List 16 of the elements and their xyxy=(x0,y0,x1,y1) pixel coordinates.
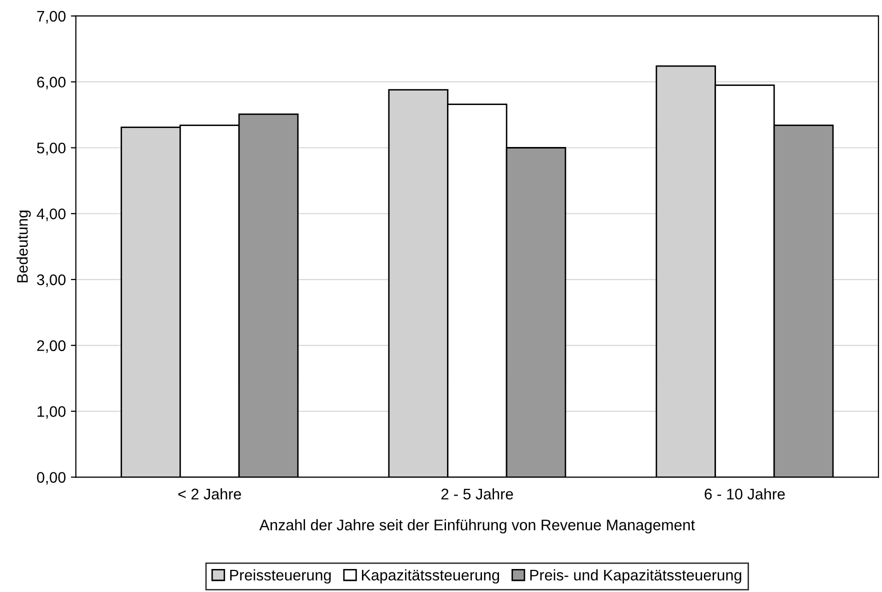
y-tick-label: 2,00 xyxy=(37,340,66,353)
x-tick-label: < 2 Jahre xyxy=(178,488,242,500)
legend-label: Preissteuerung xyxy=(230,569,331,584)
legend-label: Preis- und Kapazitätssteuerung xyxy=(530,569,742,584)
legend-label: Kapazitätssteuerung xyxy=(362,569,500,584)
y-tick-label: 1,00 xyxy=(38,406,66,419)
y-tick-label: 4,00 xyxy=(36,208,66,222)
y-tick-label: 0,00 xyxy=(36,472,66,485)
y-tick-label: 7,00 xyxy=(37,10,66,24)
y-tick-label: 6,00 xyxy=(37,76,66,90)
x-tick-label: 6 - 10 Jahre xyxy=(704,488,785,500)
y-tick-label: 5,00 xyxy=(37,142,66,156)
x-tick-label: 2 - 5 Jahre xyxy=(441,488,513,500)
x-axis-title: Anzahl der Jahre seit der Einführung von Revenue Management xyxy=(259,519,695,534)
y-tick-label: 3,00 xyxy=(36,274,66,287)
y-axis-title: Bedeutung xyxy=(16,210,31,282)
